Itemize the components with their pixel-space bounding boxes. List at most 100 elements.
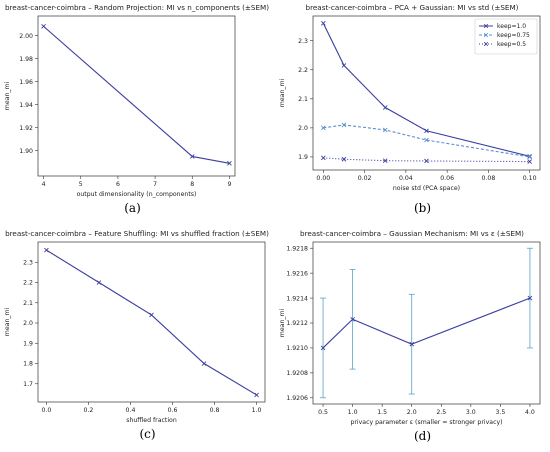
y-tick-label: 1.9206 [286,395,308,402]
x-tick-label: 0.6 [168,407,178,414]
data-point [409,341,415,347]
panel-caption: (a) [124,201,141,215]
data-point [321,125,326,131]
data-point [341,122,347,128]
x-axis-label: output dimensionality (n_components) [77,191,197,198]
x-tick-label: 7 [153,181,157,188]
legend-marker [483,23,489,29]
data-point [44,247,49,253]
x-tick-label: 1.5 [377,409,387,416]
y-tick-label: 2.1 [298,96,308,103]
panel-caption: (c) [139,427,155,441]
y-tick-label: 2.0 [298,125,308,132]
y-axis-label: mean_mi [4,82,11,111]
y-axis-label: mean_mi [279,309,286,338]
y-tick-label: 2.1 [23,300,33,307]
y-tick-label: 2.2 [23,280,33,287]
y-tick-label: 1.8 [23,361,33,368]
series-1 [44,247,259,398]
data-point [527,154,533,160]
legend: keep=1.0 keep=0.75 keep=0.5 [474,18,538,55]
x-tick-label: 0.0 [41,407,51,414]
chart-title: breast-cancer-coimbra – Random Projectio… [5,3,269,12]
chart-panel-1: breast-cancer-coimbra – Random Projectio… [4,3,269,215]
y-tick-label: 2.3 [298,38,308,45]
y-tick-label: 1.9208 [286,370,308,377]
plot-frame [312,241,541,405]
series-line [46,249,257,396]
series-1 [41,24,232,166]
chart-title: breast-cancer-coimbra – PCA + Gaussian: … [306,3,519,12]
data-point [321,20,326,26]
legend-box [474,18,538,55]
y-axis-label: mean_mi [4,308,11,337]
x-tick-label: 1.0 [348,409,358,416]
panel-caption: (b) [414,201,431,215]
y-tick-label: 2.3 [23,259,33,266]
x-tick-label: 3.5 [495,409,505,416]
y-tick-label: 1.9216 [286,270,308,277]
legend-marker [483,32,489,38]
x-tick-label: 0.06 [440,175,454,182]
y-tick-label: 1.7 [23,381,33,388]
x-tick-label: 0.00 [316,175,330,182]
plot-frame [37,241,266,403]
x-tick-label: 9 [227,181,231,188]
plot-frame [37,15,236,177]
y-tick-label: 1.9214 [286,295,308,302]
data-point [382,127,388,133]
legend-label: keep=1.0 [497,23,526,30]
x-axis-label: noise std (PCA space) [393,185,460,192]
y-tick-label: 1.9 [23,340,33,347]
x-tick-label: 0.08 [482,175,496,182]
x-tick-label: 0.8 [210,407,220,414]
data-point [424,137,429,143]
chart-title: breast-cancer-coimbra – Feature Shufflin… [5,229,269,238]
x-tick-label: 8 [190,181,194,188]
data-point [201,361,207,366]
series-1 [320,247,533,399]
data-point [254,392,259,398]
data-point [341,156,347,162]
data-point [527,295,533,301]
chart-panel-4: breast-cancer-coimbra – Gaussian Mechani… [279,229,541,443]
chart-title: breast-cancer-coimbra – Gaussian Mechani… [300,229,524,238]
data-point [382,158,388,164]
x-tick-label: 0.5 [318,409,328,416]
series-2 [321,122,533,160]
data-point [149,312,154,318]
y-tick-label: 1.98 [19,56,33,63]
legend-label: keep=0.75 [497,32,530,39]
x-tick-label: 0.4 [126,407,136,414]
data-point [227,161,232,166]
x-axis-label: shuffled fraction [126,417,177,424]
data-point [382,105,388,110]
y-tick-label: 1.90 [19,148,33,155]
series-1 [321,20,533,159]
y-tick-label: 1.9218 [286,245,308,252]
y-tick-label: 1.96 [19,79,33,86]
data-point [320,345,326,351]
x-tick-label: 0.02 [358,175,372,182]
y-tick-label: 2.00 [19,33,33,40]
x-tick-label: 3.0 [466,409,476,416]
y-tick-label: 2.2 [298,67,308,74]
x-axis-label: privacy parameter ε (smaller = stronger … [350,419,502,426]
x-tick-label: 0.10 [523,175,537,182]
x-tick-label: 4.0 [525,409,535,416]
y-tick-label: 1.9210 [286,345,308,352]
chart-panel-3: breast-cancer-coimbra – Feature Shufflin… [4,229,269,441]
data-point [96,280,102,285]
x-tick-label: 1.0 [252,407,262,414]
y-tick-label: 1.92 [19,125,33,132]
x-tick-label: 2.0 [407,409,417,416]
panel-caption: (d) [414,429,431,443]
data-point [424,128,429,134]
x-tick-label: 5 [79,181,83,188]
series-3 [321,155,533,164]
chart-panel-2: breast-cancer-coimbra – PCA + Gaussian: … [279,3,541,215]
data-point [527,159,533,164]
legend-marker [483,41,489,47]
x-tick-label: 6 [116,181,120,188]
x-tick-label: 0.2 [84,407,94,414]
